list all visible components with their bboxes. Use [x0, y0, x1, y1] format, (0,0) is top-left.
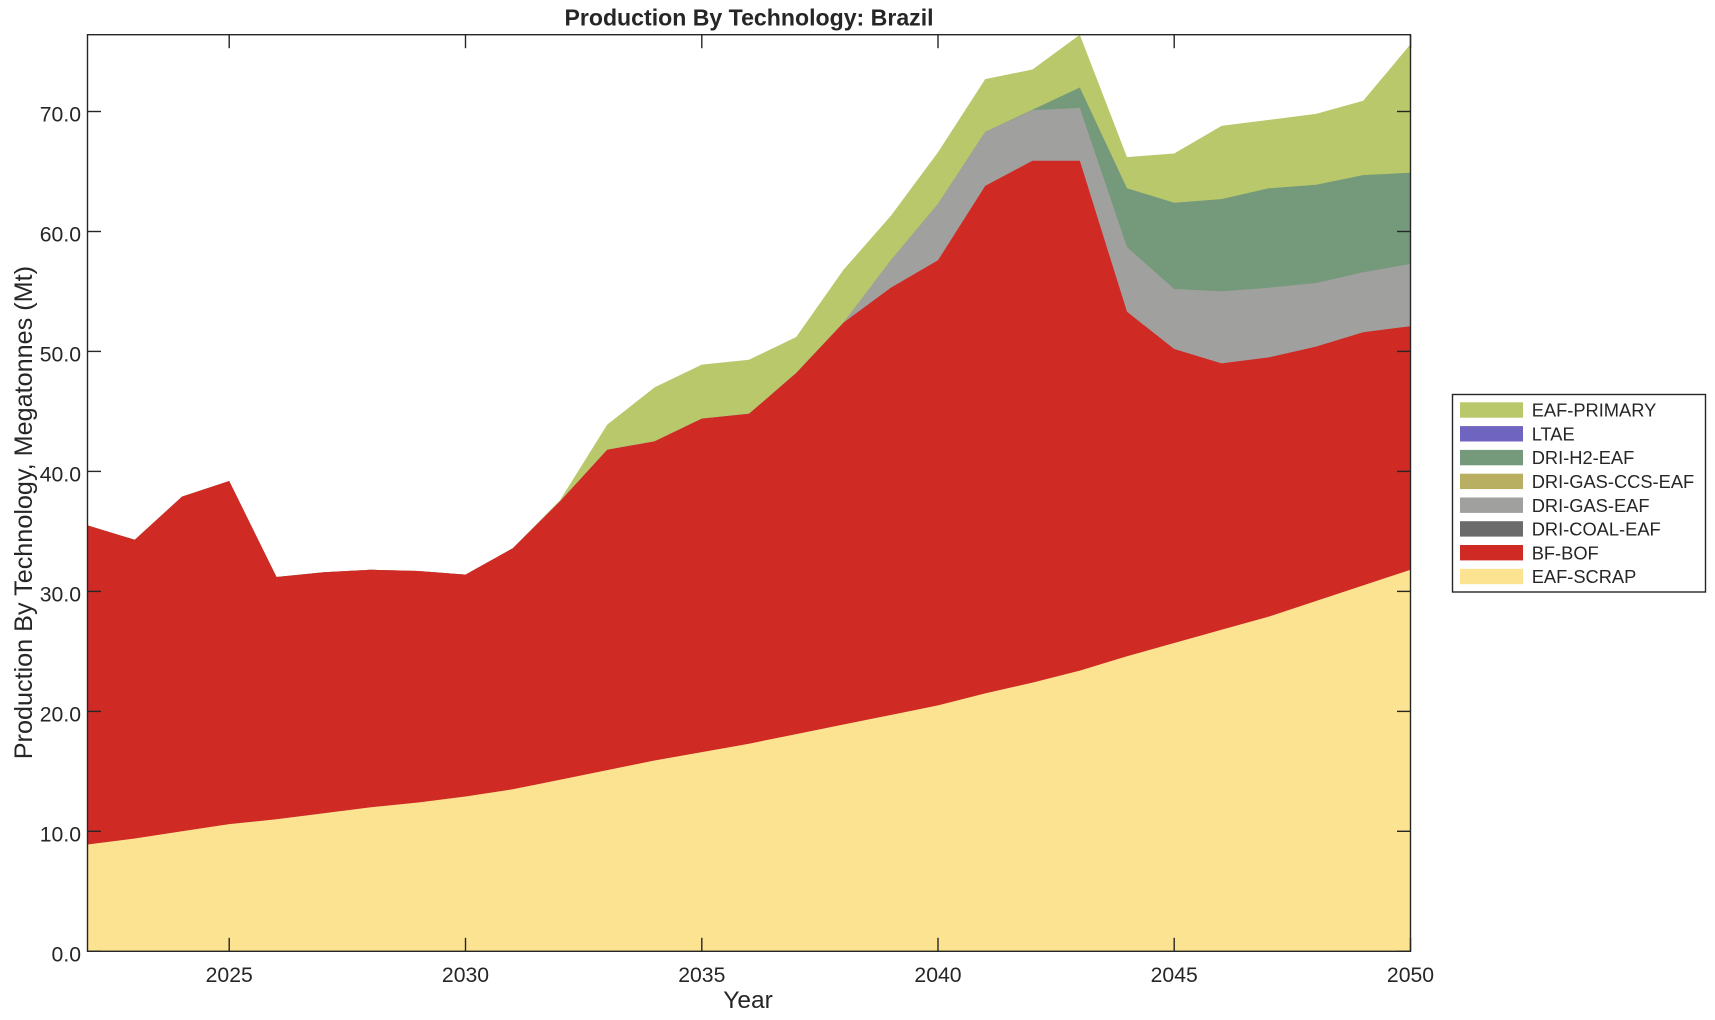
svg-text:DRI-GAS-CCS-EAF: DRI-GAS-CCS-EAF	[1532, 471, 1695, 492]
svg-text:DRI-H2-EAF: DRI-H2-EAF	[1532, 447, 1635, 468]
svg-text:DRI-GAS-EAF: DRI-GAS-EAF	[1532, 495, 1650, 516]
svg-text:40.0: 40.0	[40, 463, 81, 486]
svg-text:2035: 2035	[678, 964, 725, 987]
svg-text:Production By Technology, Mega: Production By Technology, Megatonnes (Mt…	[10, 266, 38, 759]
svg-text:0.0: 0.0	[52, 943, 81, 966]
svg-text:30.0: 30.0	[40, 583, 81, 606]
svg-text:LTAE: LTAE	[1532, 423, 1575, 444]
svg-text:Year: Year	[723, 987, 773, 1014]
svg-text:70.0: 70.0	[40, 104, 81, 127]
svg-text:10.0: 10.0	[40, 823, 81, 846]
svg-text:2030: 2030	[442, 964, 489, 987]
svg-text:DRI-COAL-EAF: DRI-COAL-EAF	[1532, 519, 1661, 540]
svg-text:EAF-SCRAP: EAF-SCRAP	[1532, 566, 1637, 587]
svg-text:20.0: 20.0	[40, 703, 81, 726]
svg-text:2050: 2050	[1387, 964, 1434, 987]
svg-text:BF-BOF: BF-BOF	[1532, 542, 1599, 563]
svg-text:50.0: 50.0	[40, 343, 81, 366]
svg-text:60.0: 60.0	[40, 224, 81, 247]
svg-text:2040: 2040	[914, 964, 961, 987]
svg-text:Production By Technology: Braz: Production By Technology: Brazil	[564, 5, 933, 31]
svg-text:2045: 2045	[1151, 964, 1198, 987]
svg-text:EAF-PRIMARY: EAF-PRIMARY	[1532, 400, 1657, 421]
svg-text:2025: 2025	[206, 964, 253, 987]
